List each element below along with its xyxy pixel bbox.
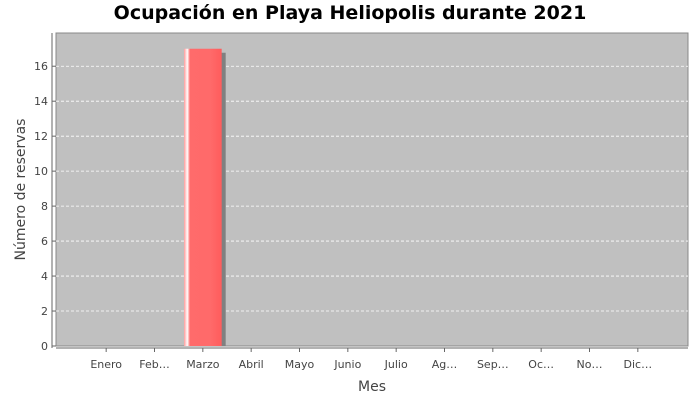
x-tick-label: Enero [90,358,122,371]
bars [183,48,226,347]
x-tick-label: Junio [333,358,361,371]
x-axis-label: Mes [358,379,386,395]
y-tick-label: 16 [34,60,48,73]
x-tick-label: Feb… [139,358,169,371]
x-tick-label: Abril [239,358,264,371]
gridlines [56,65,688,312]
x-tick-label: Marzo [186,358,220,371]
x-tick-labels: Enero Feb… Marzo Abril Mayo Junio Julio Ag… Sep…… [90,358,652,371]
x-tick-label: Dic… [624,358,653,371]
x-tick-label: Sep… [477,358,509,371]
chart-title: Ocupación en Playa Heliopolis durante 20… [113,2,587,24]
x-tick-label: No… [577,358,603,371]
y-tick-label: 0 [41,340,48,353]
y-tick-label: 10 [34,165,48,178]
y-tick-label: 4 [41,270,48,283]
y-tick-label: 2 [41,305,48,318]
y-tick-labels: 0 2 4 6 8 10 12 14 16 [34,60,48,353]
y-tick-label: 14 [34,95,48,108]
bar-marzo [183,48,222,347]
x-tick-label: Mayo [285,358,315,371]
y-axis-label: Número de reservas [13,119,29,261]
axes [51,33,688,352]
y-tick-label: 6 [41,235,48,248]
y-tick-label: 12 [34,130,48,143]
plot-area [55,32,689,347]
x-tick-label: Ag… [432,358,458,371]
x-tick-label: Julio [384,358,408,371]
x-tick-label: Oc… [528,358,554,371]
y-tick-label: 8 [41,200,48,213]
